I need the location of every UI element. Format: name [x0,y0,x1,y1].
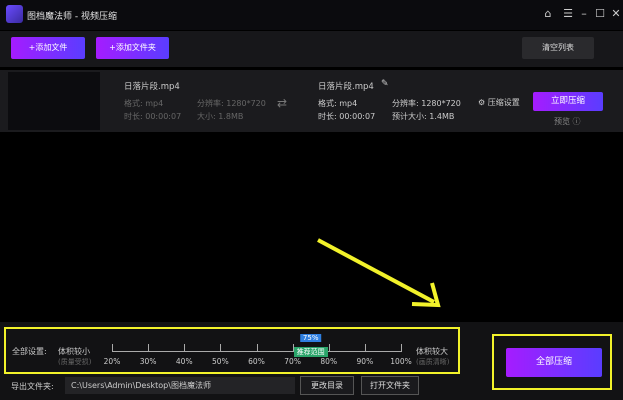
open-folder-button[interactable]: 打开文件夹 [361,376,419,395]
output-format: 格式: mp4 [318,99,358,108]
home-icon[interactable]: ⌂ [544,7,552,20]
export-path-input[interactable]: C:\Users\Admin\Desktop\图档魔法师 [65,377,295,394]
maximize-icon[interactable]: ☐ [595,7,605,20]
edit-name-icon[interactable]: ✎ [381,79,389,89]
convert-arrows-icon: ⇄ [277,96,288,110]
slider-tick [184,344,186,352]
output-size: 预计大小: 1.4MB [392,112,455,121]
output-duration: 时长: 00:00:07 [318,112,376,121]
clear-list-button[interactable]: 清空列表 [522,37,594,59]
close-icon[interactable]: ✕ [611,7,621,20]
compress-now-button[interactable]: 立即压缩 [533,92,603,111]
quality-slider[interactable]: 20% 30% 40% 50% 60% 70% 80% 90% 100% 75% 推荐范围 [104,329,412,374]
slider-tick [112,344,113,352]
slider-tick-label: 40% [175,357,193,366]
preview-link[interactable]: 预览 ⓘ [554,116,581,127]
output-file-name: 日落片段.mp4 [318,82,374,92]
slider-tick-label: 90% [356,357,374,366]
compress-settings-label: 压缩设置 [487,98,520,107]
slider-tick [148,344,150,352]
gear-icon: ⚙ [478,98,486,107]
slider-tick [292,344,294,352]
slider-tick-label: 100% [390,357,412,366]
smaller-size-sub: (质量受损) [58,358,92,366]
slider-tick [220,344,222,352]
compress-all-button[interactable]: 全部压缩 [506,348,602,377]
slider-tick [364,344,366,352]
compress-settings-link[interactable]: ⚙ 压缩设置 [478,97,520,108]
file-row [0,70,623,132]
slider-tick [256,344,258,352]
source-duration: 时长: 00:00:07 [124,112,182,121]
slider-tick-label: 60% [248,357,265,366]
app-logo-icon [6,5,23,23]
slider-tick-label: 50% [212,357,229,366]
smaller-size-label: 体积较小 [58,347,90,356]
slider-tick [328,344,330,352]
video-thumbnail [8,72,100,130]
export-folder-label: 导出文件夹: [11,382,54,391]
add-file-button[interactable]: +添加文件 [11,37,85,59]
source-resolution: 分辨率: 1280*720 [197,99,266,108]
global-settings-label: 全部设置: [12,347,47,356]
slider-tick-label: 30% [139,357,157,366]
preview-label: 预览 [554,117,570,126]
larger-size-label: 体积较大 [416,347,448,356]
change-directory-button[interactable]: 更改目录 [300,376,354,395]
source-format: 格式: mp4 [124,99,164,108]
slider-tick-label: 80% [320,357,338,366]
output-resolution: 分辨率: 1280*720 [392,99,461,108]
title-bar [0,0,623,30]
menu-icon[interactable]: ☰ [563,7,573,20]
add-folder-button[interactable]: +添加文件夹 [96,37,169,59]
larger-size-sub: (画质清晰) [416,358,450,366]
global-settings-highlight: 全部设置: 体积较小 (质量受损) 体积较大 (画质清晰) 20% 30% 40% 5… [4,327,460,374]
help-icon: ⓘ [572,117,581,126]
compress-all-highlight [492,334,612,390]
source-size: 大小: 1.8MB [197,112,244,121]
slider-value-badge[interactable]: 75% [299,334,322,342]
app-title: 图档魔法师 - 视频压缩 [27,12,117,22]
slider-tick [401,344,402,352]
slider-tick-label: 20% [103,357,121,366]
recommended-range: 推荐范围 [293,347,328,357]
slider-tick-label: 70% [284,357,301,366]
minimize-icon[interactable]: – [581,7,587,20]
source-file-name: 日落片段.mp4 [124,82,180,92]
